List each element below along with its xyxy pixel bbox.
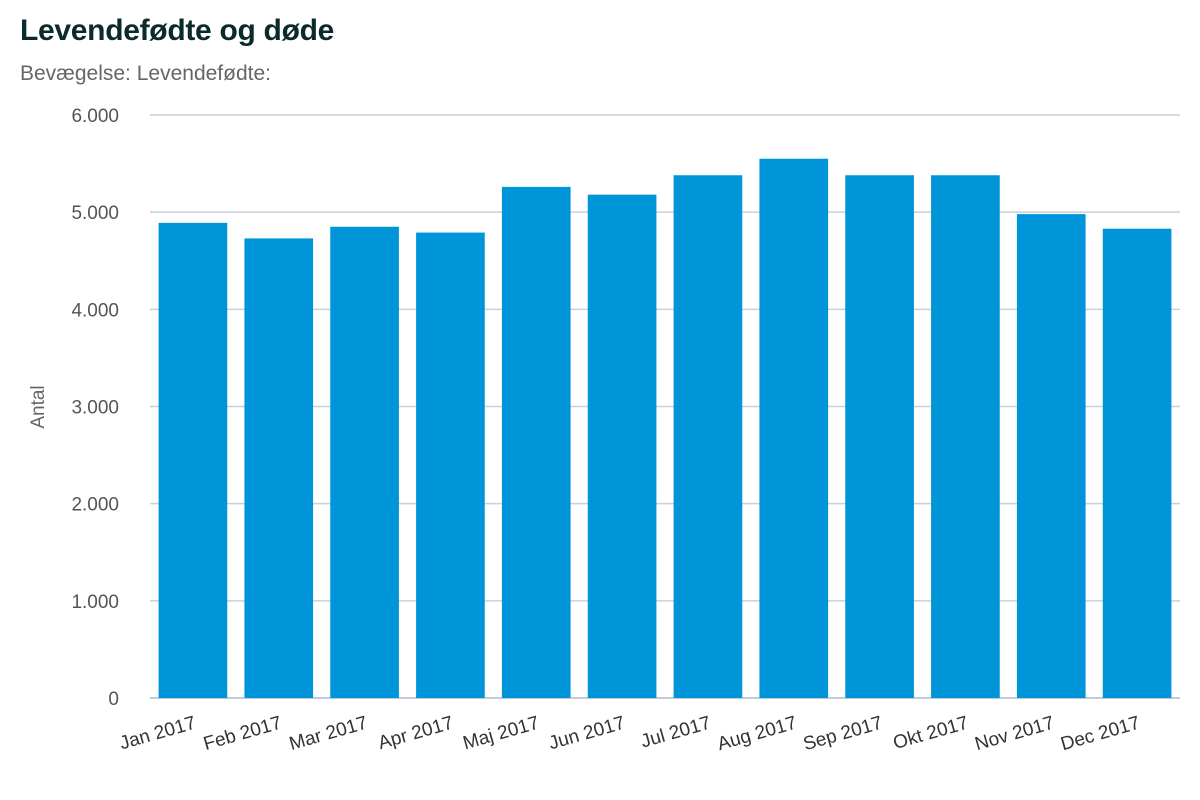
bar[interactable] [330, 226, 399, 698]
bar[interactable] [587, 194, 657, 698]
x-tick-label: Aug 2017 [715, 713, 799, 756]
x-tick-label: Sep 2017 [801, 713, 885, 756]
y-axis-title: Antal [28, 385, 49, 428]
y-axis-ticks: 0 1.000 2.000 3.000 4.000 5.000 6.000 [71, 106, 119, 710]
x-tick-label: Jul 2017 [638, 713, 713, 753]
x-tick-label: Apr 2017 [376, 713, 456, 754]
y-tick-label: 3.000 [71, 398, 119, 419]
bar[interactable] [158, 222, 228, 699]
x-axis-labels: Jan 2017 Feb 2017 Mar 2017 Apr 2017 Maj 2017… [117, 713, 1142, 756]
x-tick-label: Jan 2017 [117, 713, 198, 755]
y-tick-label: 4.000 [71, 300, 119, 321]
y-tick-label: 6.000 [71, 106, 119, 127]
bar[interactable] [1016, 214, 1086, 699]
bar[interactable] [501, 186, 571, 699]
x-tick-label: Mar 2017 [287, 713, 370, 755]
chart-title: Levendefødte og døde [20, 14, 335, 47]
y-tick-label: 5.000 [71, 203, 119, 224]
bar[interactable] [1102, 228, 1172, 698]
y-tick-label: 2.000 [71, 495, 119, 516]
bar[interactable] [759, 158, 829, 699]
bars [158, 158, 1172, 699]
bar[interactable] [845, 175, 914, 698]
gridlines [150, 114, 1180, 699]
y-tick-label: 0 [108, 689, 119, 710]
x-tick-label: Nov 2017 [973, 713, 1057, 756]
x-tick-label: Feb 2017 [201, 713, 284, 755]
y-tick-label: 1.000 [71, 592, 119, 613]
x-tick-label: Okt 2017 [891, 713, 971, 754]
bar[interactable] [416, 232, 485, 699]
bar[interactable] [244, 238, 314, 698]
x-tick-label: Maj 2017 [461, 713, 542, 755]
x-tick-label: Dec 2017 [1058, 713, 1142, 756]
bar[interactable] [673, 175, 743, 698]
bar[interactable] [931, 175, 1000, 698]
chart-subtitle: Bevægelse: Levendefødte: [20, 62, 271, 85]
x-tick-label: Jun 2017 [547, 713, 628, 755]
